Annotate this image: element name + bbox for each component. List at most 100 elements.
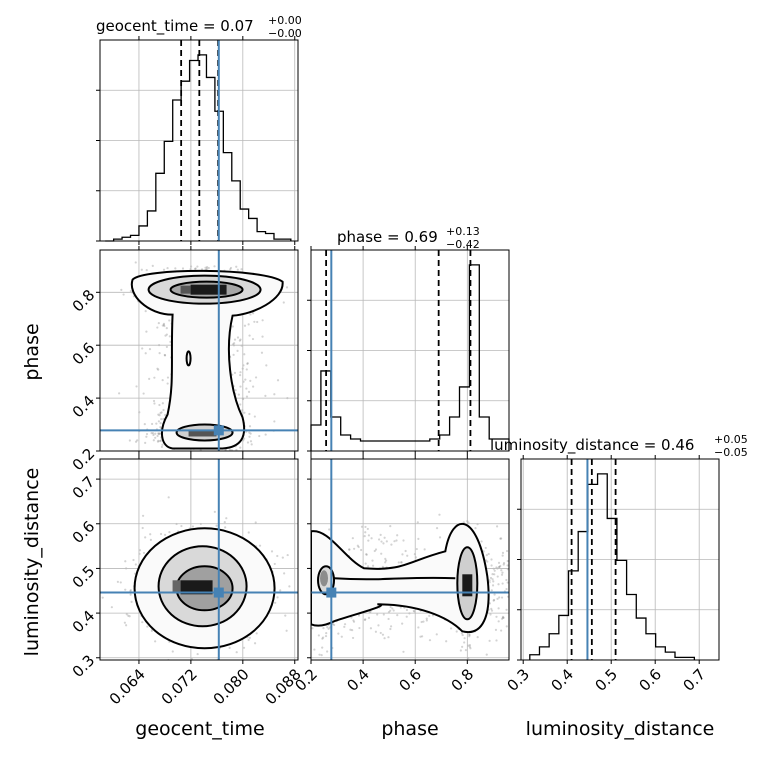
sample-point — [321, 637, 324, 640]
sample-point — [157, 413, 160, 416]
sample-point — [247, 323, 250, 326]
contours-1-2 — [311, 522, 490, 634]
sample-point — [318, 653, 321, 656]
sample-point — [151, 264, 154, 267]
sample-point — [377, 624, 380, 627]
hist-luminosity_distance — [529, 473, 696, 660]
sample-point — [348, 548, 351, 551]
sample-point — [499, 564, 502, 568]
title-sup-luminosity_distance: +0.05 — [714, 433, 748, 446]
sample-point — [245, 368, 248, 371]
sample-point — [159, 440, 162, 443]
sample-point — [379, 631, 382, 635]
sample-point — [499, 537, 502, 540]
sample-point — [136, 439, 139, 442]
sample-point — [254, 376, 258, 379]
sample-point — [261, 319, 264, 322]
ytick-label-phase-3: 0.8 — [69, 286, 99, 316]
sample-point — [156, 326, 159, 329]
sample-point — [149, 538, 152, 541]
density-cell-0-2-3 — [180, 580, 213, 595]
sample-point — [389, 605, 392, 609]
sample-point — [376, 613, 379, 616]
sample-point — [286, 553, 289, 557]
sample-point — [389, 525, 392, 528]
sample-point — [116, 580, 119, 583]
sample-point — [245, 387, 248, 390]
sample-point — [248, 431, 251, 434]
sample-point — [148, 348, 152, 351]
contour-1-2-5 — [333, 576, 456, 581]
sample-point — [357, 545, 360, 549]
sample-point — [128, 615, 131, 618]
sample-point — [387, 617, 390, 621]
sample-point — [321, 646, 324, 649]
sample-point — [506, 559, 509, 563]
sample-point — [487, 552, 490, 556]
sample-point — [248, 435, 251, 438]
sample-point — [274, 601, 277, 604]
sample-point — [110, 606, 113, 609]
sample-point — [153, 376, 156, 379]
sample-point — [313, 648, 316, 651]
sample-point — [364, 562, 367, 565]
sample-point — [190, 657, 193, 660]
sample-point — [502, 563, 505, 566]
ytick-label-luminosity_distance-4: 0.7 — [69, 473, 99, 503]
sample-point — [474, 527, 477, 530]
sample-point — [168, 319, 171, 322]
sample-point — [228, 646, 231, 650]
xlabel-luminosity_distance: luminosity_distance — [526, 718, 715, 740]
sample-point — [396, 534, 399, 537]
sample-point — [101, 596, 104, 599]
sample-point — [127, 614, 130, 617]
sample-point — [384, 561, 387, 564]
sample-point — [120, 288, 123, 291]
xtick-label-luminosity_distance-2: 0.5 — [592, 665, 622, 695]
hist-geocent_time — [105, 54, 292, 242]
sample-point — [356, 544, 359, 547]
sample-point — [249, 313, 252, 316]
sample-point — [213, 265, 216, 268]
sample-point — [371, 564, 375, 567]
sample-point — [247, 531, 250, 534]
sample-point — [374, 630, 377, 633]
sample-point — [381, 565, 384, 568]
xlabel-geocent_time: geocent_time — [135, 718, 264, 740]
sample-point — [281, 556, 284, 559]
sample-point — [150, 422, 154, 426]
truth-marker-1-2 — [326, 587, 337, 598]
sample-point — [168, 335, 171, 338]
sample-point — [122, 293, 125, 296]
title-sub-geocent_time: −0.00 — [268, 27, 302, 40]
sample-point — [327, 627, 330, 630]
xtick-label-geocent_time-2: 0.080 — [210, 665, 253, 708]
sample-point — [161, 379, 164, 382]
sample-point — [160, 411, 163, 414]
sample-point — [421, 635, 424, 638]
ytick-label-luminosity_distance-0: 0.3 — [69, 651, 99, 681]
sample-point — [505, 625, 508, 628]
sample-point — [417, 537, 420, 540]
sample-point — [161, 402, 164, 405]
sample-point — [253, 415, 256, 418]
sample-point — [157, 432, 160, 435]
sample-point — [154, 640, 157, 643]
sample-point — [364, 618, 367, 621]
sample-point — [158, 352, 161, 355]
sample-point — [156, 440, 160, 443]
sample-point — [143, 423, 146, 426]
sample-point — [141, 526, 144, 530]
sample-point — [134, 563, 137, 566]
sample-point — [495, 525, 499, 528]
sample-point — [124, 560, 127, 563]
sample-point — [322, 627, 325, 630]
sample-point — [141, 347, 144, 350]
sample-point — [118, 392, 121, 395]
sample-point — [382, 542, 385, 545]
sample-point — [233, 371, 237, 374]
sample-point — [320, 654, 323, 657]
sample-point — [485, 554, 488, 557]
sample-point — [141, 514, 145, 517]
sample-point — [254, 521, 257, 524]
